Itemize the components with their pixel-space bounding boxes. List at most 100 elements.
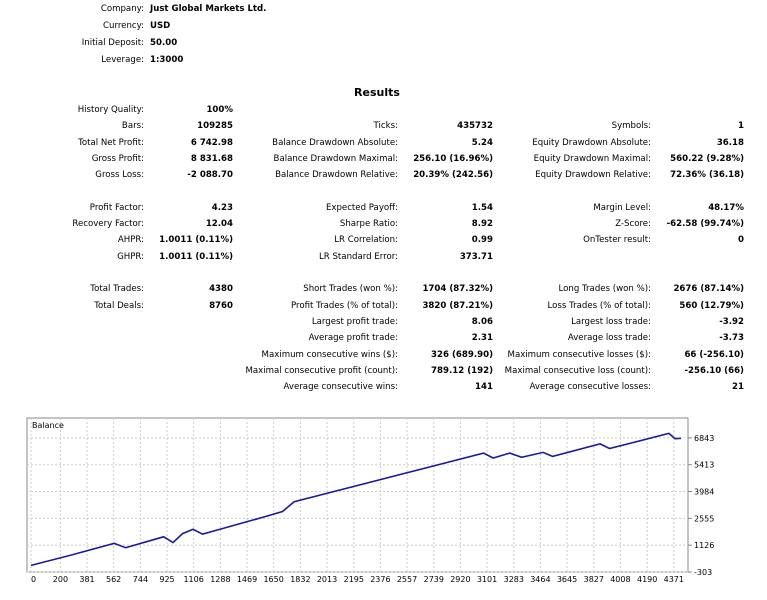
result-value: 2676 (87.14%) [673, 284, 744, 295]
result-value: 4.23 [211, 202, 233, 213]
result-value: 256.10 (16.96%) [413, 153, 493, 164]
x-tick-label: 2376 [370, 575, 390, 584]
x-tick-label: 3645 [557, 575, 577, 584]
result-label: Gross Profit: [91, 153, 144, 164]
result-label: Short Trades (won %): [303, 284, 398, 295]
result-value: 8.06 [471, 316, 493, 327]
result-label: Balance Drawdown Absolute: [272, 137, 398, 148]
result-value: 560 (12.79%) [679, 300, 744, 311]
y-tick-label: -303 [694, 568, 712, 577]
result-label: Equity Drawdown Relative: [535, 170, 651, 181]
result-label: Total Trades: [90, 284, 144, 295]
result-value: -3.92 [719, 316, 744, 327]
result-value: 789.12 (192) [431, 365, 493, 376]
result-label: Gross Loss: [95, 170, 144, 181]
result-label: Profit Factor: [89, 202, 144, 213]
info-value: USD [150, 21, 171, 31]
chart-title: Balance [32, 421, 64, 430]
y-tick-label: 1126 [694, 541, 714, 550]
x-tick-label: 4190 [637, 575, 657, 584]
result-value: 100% [206, 105, 233, 115]
y-tick-label: 6843 [694, 434, 714, 443]
result-value: 0 [738, 235, 744, 246]
result-value: -3.73 [719, 333, 744, 344]
info-value: Just Global Markets Ltd. [150, 4, 267, 14]
result-value: 4380 [209, 284, 233, 295]
result-value: 36.18 [716, 137, 744, 148]
x-tick-label: 925 [159, 575, 174, 584]
result-label: Maximum consecutive losses ($): [507, 349, 651, 360]
result-value: 20.39% (242.56) [413, 170, 493, 181]
result-value: 1.0011 (0.11%) [159, 235, 233, 246]
x-tick-label: 1106 [183, 575, 203, 584]
result-label: Recovery Factor: [72, 219, 144, 230]
info-label: Currency: [103, 21, 144, 31]
result-value: 141 [475, 382, 493, 393]
result-value: 0.99 [471, 235, 493, 246]
result-label: Margin Level: [593, 202, 651, 213]
info-value: 1:3000 [150, 55, 184, 65]
result-value: 435732 [457, 121, 493, 132]
x-tick-label: 2920 [450, 575, 470, 584]
result-value: 326 (689.90) [431, 349, 493, 360]
result-value: 1704 (87.32%) [422, 284, 493, 295]
result-label: Average profit trade: [308, 333, 398, 344]
x-tick-label: 1469 [237, 575, 257, 584]
result-label: Largest profit trade: [311, 316, 398, 327]
result-label: Maximal consecutive profit (count): [245, 365, 398, 376]
result-label: Balance Drawdown Maximal: [273, 153, 398, 164]
result-label: Maximum consecutive wins ($): [261, 349, 398, 360]
result-label: Long Trades (won %): [558, 284, 652, 295]
result-value: 8760 [209, 300, 233, 311]
result-value: 373.71 [459, 251, 493, 262]
y-tick-label: 5413 [694, 461, 714, 470]
result-label: Total Deals: [94, 300, 144, 311]
result-value: 560.22 (9.28%) [670, 153, 744, 164]
result-label: Bars: [121, 121, 144, 132]
x-tick-label: 1832 [290, 575, 310, 584]
result-label: Largest loss trade: [571, 316, 651, 327]
balance-line [30, 432, 682, 567]
x-tick-label: 3101 [477, 575, 497, 584]
result-value: 48.17% [708, 202, 744, 213]
info-label: Leverage: [101, 55, 144, 65]
balance-chart-svg: 6843 5413 3984 2555 1126 -303 0 200 381 562 744 925… [26, 417, 714, 584]
x-tick-label: 0 [31, 575, 36, 584]
x-tick-label: 562 [106, 575, 121, 584]
x-tick-label: 3827 [584, 575, 604, 584]
x-tick-label: 2739 [424, 575, 444, 584]
result-label: Equity Drawdown Maximal: [533, 153, 651, 164]
x-tick-label: 2557 [397, 575, 417, 584]
result-label: Sharpe Ratio: [339, 219, 398, 230]
result-value: -256.10 (66) [684, 365, 744, 376]
x-tick-label: 4371 [664, 575, 684, 584]
result-value: -62.58 (99.74%) [666, 219, 744, 230]
result-value: 109285 [197, 121, 233, 132]
result-label: Expected Payoff: [325, 202, 398, 213]
info-label: Company: [100, 4, 144, 14]
y-tick-label: 2555 [694, 514, 714, 523]
result-label: AHPR: [117, 235, 144, 246]
y-tick-label: 3984 [694, 488, 714, 497]
x-tick-label: 2195 [344, 575, 364, 584]
x-tick-label: 3464 [530, 575, 550, 584]
x-tick-label: 381 [79, 575, 94, 584]
result-label: Ticks: [373, 121, 398, 132]
result-label: Profit Trades (% of total): [290, 300, 398, 311]
result-value: 66 (-256.10) [684, 349, 744, 360]
result-label: Equity Drawdown Absolute: [532, 137, 651, 148]
result-value: 1.0011 (0.11%) [159, 251, 233, 262]
x-tick-label: 744 [133, 575, 148, 584]
x-tick-label: 3283 [504, 575, 524, 584]
result-value: 3820 (87.21%) [422, 300, 493, 311]
result-label: Average consecutive wins: [283, 382, 398, 393]
result-label: GHPR: [117, 251, 144, 262]
result-value: 2.31 [471, 333, 493, 344]
result-label: Symbols: [611, 121, 651, 132]
x-tick-label: 1288 [210, 575, 230, 584]
result-label: OnTester result: [583, 235, 651, 246]
result-label: Total Net Profit: [78, 137, 144, 148]
result-label: Average loss trade: [567, 333, 651, 344]
plot-area [26, 417, 689, 573]
result-label: LR Standard Error: [318, 251, 398, 262]
